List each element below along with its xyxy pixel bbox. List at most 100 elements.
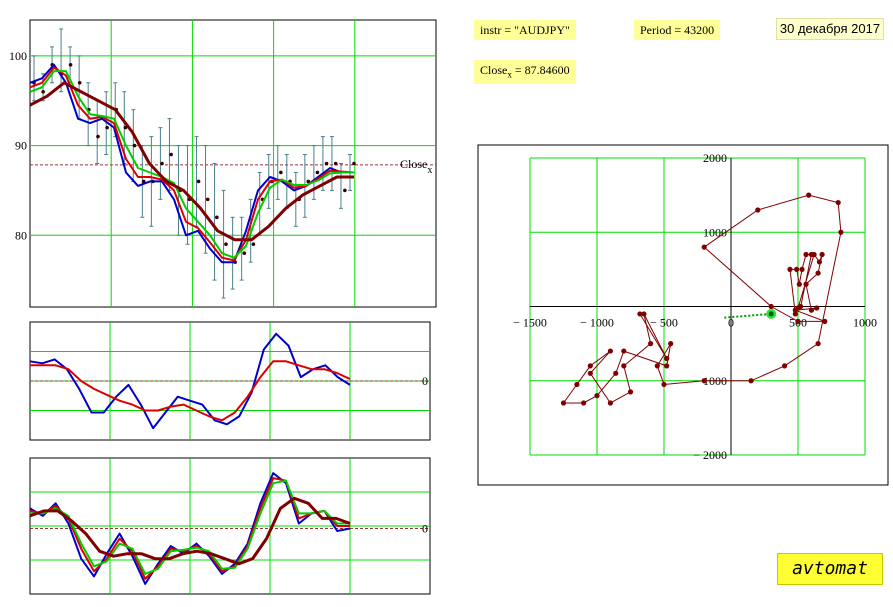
price-point xyxy=(333,161,338,166)
current-point xyxy=(768,311,774,317)
trajectory-point xyxy=(819,251,825,258)
trajectory-point xyxy=(560,400,567,406)
trajectory-point xyxy=(581,400,587,406)
oscillator-2-grid xyxy=(30,458,430,594)
price-point xyxy=(141,179,146,184)
trajectory-point xyxy=(816,259,823,265)
trajectory-point xyxy=(627,389,634,395)
trajectory-point xyxy=(795,318,801,324)
oscillator-1-zero-label: 0 xyxy=(422,374,428,388)
x-tick-label: 1000 xyxy=(853,316,877,330)
price-point xyxy=(77,80,82,85)
price-point xyxy=(324,161,329,166)
trajectory-point xyxy=(782,363,788,369)
series-green xyxy=(30,479,350,575)
trajectory-point xyxy=(794,266,800,272)
close-value-number: = 87.84600 xyxy=(511,63,570,77)
trajectory-point xyxy=(654,363,660,369)
series-blue xyxy=(29,63,354,264)
series-blue xyxy=(29,332,351,430)
close-value-name: Close xyxy=(480,63,508,77)
oscillator-2-zero-label: 0 xyxy=(422,522,428,536)
phase-plot: − 1500− 1000− 50005001000− 2000− 1000100… xyxy=(477,144,889,486)
trajectory-point xyxy=(594,393,600,399)
y-tick-label: 2000 xyxy=(703,151,727,165)
instrument-label: instr = "AUDJPY" xyxy=(474,20,576,40)
oscillator-1-chart: 0 xyxy=(29,321,431,441)
price-point xyxy=(242,251,247,255)
trajectory-point xyxy=(701,244,707,250)
price-point xyxy=(123,125,128,130)
price-series xyxy=(29,63,355,264)
price-point xyxy=(105,125,109,130)
series-maroon xyxy=(29,496,351,566)
series-red xyxy=(30,360,351,422)
trajectory-point xyxy=(664,355,670,362)
trajectory-point xyxy=(648,341,654,347)
price-point xyxy=(68,63,73,67)
price-point xyxy=(343,188,347,193)
phase-trajectory xyxy=(560,192,844,406)
phase-current-point xyxy=(724,308,777,319)
x-tick-label: − 1500 xyxy=(513,316,547,330)
trajectory-point xyxy=(748,378,754,384)
trajectory-point xyxy=(701,378,707,384)
trajectory-point xyxy=(792,311,798,317)
phase-plot-axes xyxy=(530,158,865,455)
price-point xyxy=(41,89,45,94)
trajectory-point xyxy=(664,363,670,369)
price-point xyxy=(251,242,256,247)
close-value-label: Closex = 87.84600 xyxy=(474,60,576,85)
trajectory-point xyxy=(587,363,593,369)
trajectory-point xyxy=(607,400,614,406)
trajectory-point xyxy=(796,281,802,287)
x-tick-label: 0 xyxy=(728,316,734,330)
oscillator-1-series xyxy=(29,332,351,430)
price-point xyxy=(279,170,283,175)
price-point xyxy=(224,242,228,247)
avtomat-logo: avtomat xyxy=(777,553,883,585)
trajectory-point xyxy=(768,303,774,310)
phase-plot-frame xyxy=(477,144,889,486)
trajectory-point xyxy=(621,348,627,354)
trajectory-point xyxy=(621,363,627,369)
close-reference-label: Closex xyxy=(400,157,432,176)
date-label: 30 декабря 2017 xyxy=(776,18,884,40)
x-tick-label: − 1000 xyxy=(580,316,614,330)
price-point xyxy=(132,143,137,148)
y-tick-label: 100 xyxy=(9,49,27,63)
y-tick-label: 90 xyxy=(15,139,27,153)
trajectory-point xyxy=(607,348,614,354)
trajectory-point xyxy=(668,341,674,347)
trajectory-point xyxy=(637,311,643,317)
price-point xyxy=(215,215,219,220)
trajectory-point xyxy=(806,192,812,198)
y-tick-label: 80 xyxy=(15,228,27,242)
y-tick-label: 1000 xyxy=(703,225,727,239)
trajectory-point xyxy=(838,229,844,235)
trajectory-point xyxy=(787,266,793,272)
price-point xyxy=(96,134,100,139)
trajectory-point xyxy=(641,311,647,317)
trajectory-point xyxy=(661,381,667,388)
trajectory-point xyxy=(803,281,809,287)
price-chart-y-ticks: 80 90 100 xyxy=(9,49,27,242)
trajectory-point xyxy=(755,207,761,213)
trajectory-point xyxy=(811,251,817,258)
series-red xyxy=(29,66,355,262)
price-point xyxy=(160,161,164,166)
oscillator-2-chart: 0 xyxy=(29,457,431,595)
close-value-subscript: x xyxy=(507,69,512,80)
price-point xyxy=(205,197,210,202)
price-point xyxy=(169,152,173,157)
trajectory-point xyxy=(587,370,593,376)
trajectory-point xyxy=(835,199,841,206)
price-point xyxy=(315,170,320,175)
trajectory-point xyxy=(808,307,815,313)
trajectory-point xyxy=(803,251,809,258)
trajectory-point xyxy=(792,307,798,313)
trajectory-point xyxy=(613,370,619,376)
trajectory-point xyxy=(815,341,821,347)
series-maroon xyxy=(29,81,354,242)
